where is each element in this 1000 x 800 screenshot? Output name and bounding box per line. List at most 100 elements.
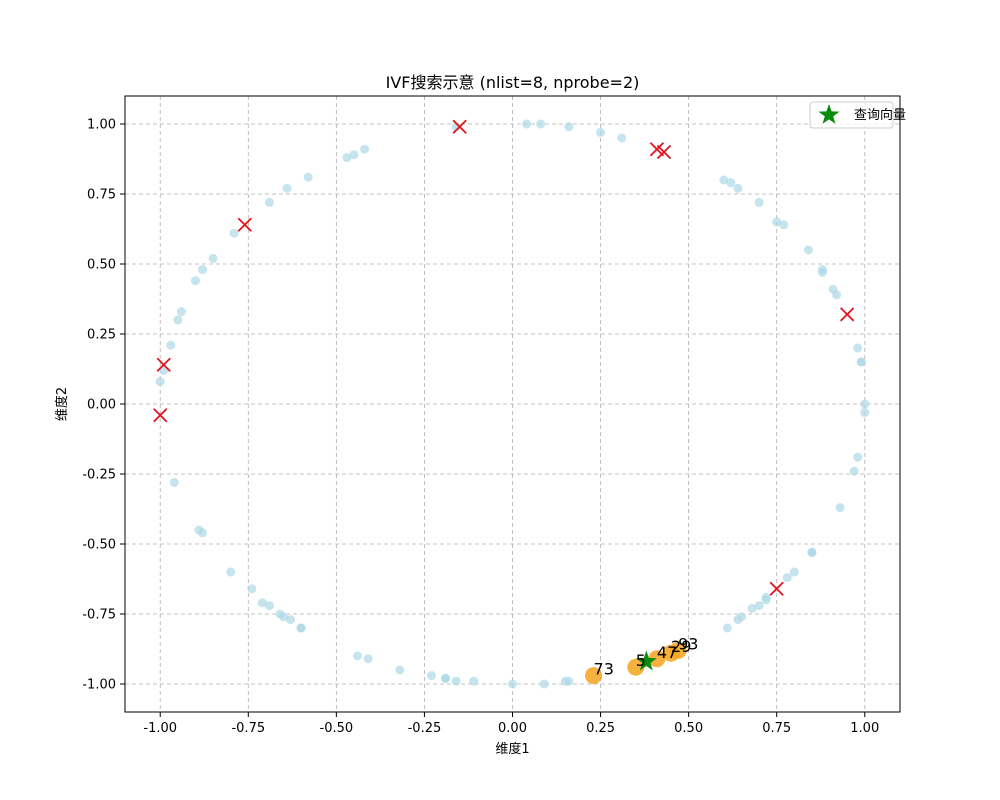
centroid-stroke xyxy=(840,307,855,322)
data-point xyxy=(469,676,479,686)
y-tick-label: -0.75 xyxy=(82,608,116,623)
data-point xyxy=(426,671,436,681)
data-point xyxy=(208,253,218,263)
data-point xyxy=(849,466,859,476)
x-tick-label: 0.25 xyxy=(586,721,615,736)
data-point xyxy=(818,267,827,277)
chart-title: IVF搜索示意 (nlist=8, nprobe=2) xyxy=(386,73,640,92)
result-label: 47 xyxy=(657,643,677,662)
x-tick-label: -0.50 xyxy=(320,721,354,736)
centroid-stroke xyxy=(769,581,784,596)
data-point xyxy=(176,307,186,317)
result-point xyxy=(627,658,645,676)
centroid-marker xyxy=(156,357,171,372)
data-point xyxy=(303,172,313,182)
data-point xyxy=(169,477,179,487)
data-point xyxy=(247,584,257,594)
data-point xyxy=(807,547,817,557)
centroid-marker xyxy=(656,144,672,160)
data-point xyxy=(564,122,574,132)
data-point xyxy=(173,315,183,325)
data-point xyxy=(198,265,207,275)
y-tick-label: -0.25 xyxy=(82,468,116,483)
centroid-stroke xyxy=(156,357,171,372)
data-point xyxy=(363,654,373,664)
data-points xyxy=(155,119,870,689)
centroid-marker xyxy=(769,581,784,596)
result-points xyxy=(585,641,687,685)
data-point xyxy=(198,528,207,538)
data-point xyxy=(564,676,574,686)
data-point xyxy=(342,153,352,163)
centroid-stroke xyxy=(656,144,672,160)
data-point xyxy=(860,407,870,417)
data-point xyxy=(853,343,863,353)
result-label: 5 xyxy=(636,651,646,670)
x-tick-label: -0.25 xyxy=(408,721,442,736)
data-point xyxy=(733,615,743,625)
x-tick-label: 0.50 xyxy=(674,721,703,736)
y-tick-label: 0.25 xyxy=(87,328,116,343)
data-point xyxy=(226,567,236,577)
data-point xyxy=(536,119,546,129)
legend: 查询向量 xyxy=(809,101,906,129)
data-point xyxy=(360,144,370,154)
data-point xyxy=(835,503,845,513)
centroid-marker xyxy=(452,119,467,134)
data-point xyxy=(441,673,451,683)
result-point xyxy=(648,650,666,668)
data-point xyxy=(279,612,289,622)
result-point xyxy=(585,667,603,685)
data-point xyxy=(722,623,732,633)
x-axis-ticks: -1.00 -0.75 -0.50 -0.25 0.00 0.25 0.50 0.75 1.00 xyxy=(143,712,879,736)
centroid-stroke xyxy=(452,119,467,134)
data-point xyxy=(779,220,789,230)
data-point xyxy=(754,601,764,611)
data-point xyxy=(853,452,863,462)
data-point xyxy=(155,377,165,387)
centroid-stroke xyxy=(649,142,665,157)
grid-lines xyxy=(125,96,900,712)
centroid-markers xyxy=(153,119,855,596)
y-axis-ticks: -1.00 -0.75 -0.50 -0.25 0.00 0.25 0.50 0.75 1.00 xyxy=(82,118,125,693)
query-star xyxy=(635,650,657,671)
legend-star-icon xyxy=(818,104,840,124)
y-tick-label: 1.00 xyxy=(87,118,116,133)
x-tick-label: -1.00 xyxy=(143,721,177,736)
data-point xyxy=(522,119,532,129)
y-axis-label: 维度2 xyxy=(54,387,70,421)
data-point xyxy=(856,357,866,367)
data-point xyxy=(772,217,782,227)
data-point xyxy=(264,601,274,611)
data-point xyxy=(166,340,176,350)
data-point xyxy=(832,290,842,300)
data-point xyxy=(508,679,517,689)
y-tick-label: 0.00 xyxy=(87,398,116,413)
centroid-marker xyxy=(237,217,252,232)
result-point xyxy=(669,641,687,659)
legend-box xyxy=(809,101,894,129)
centroid-marker xyxy=(153,408,168,423)
centroid-stroke xyxy=(237,217,252,232)
x-tick-label: -0.75 xyxy=(231,721,265,736)
y-tick-label: -0.50 xyxy=(82,538,116,553)
x-tick-label: 1.00 xyxy=(850,721,879,736)
data-point xyxy=(860,399,870,409)
data-point xyxy=(782,573,792,583)
data-point xyxy=(286,615,296,625)
data-point xyxy=(190,276,200,286)
data-point xyxy=(296,623,306,633)
result-label: 29 xyxy=(671,637,691,656)
data-point xyxy=(733,183,743,193)
data-point xyxy=(747,603,757,613)
data-point xyxy=(539,679,549,689)
data-point xyxy=(451,676,461,686)
y-tick-label: -1.00 xyxy=(82,678,116,693)
data-point xyxy=(257,598,267,608)
x-axis-label: 维度1 xyxy=(495,741,529,757)
query-marker xyxy=(635,650,657,671)
legend-label-query: 查询向量 xyxy=(854,107,906,123)
data-point xyxy=(264,197,274,207)
